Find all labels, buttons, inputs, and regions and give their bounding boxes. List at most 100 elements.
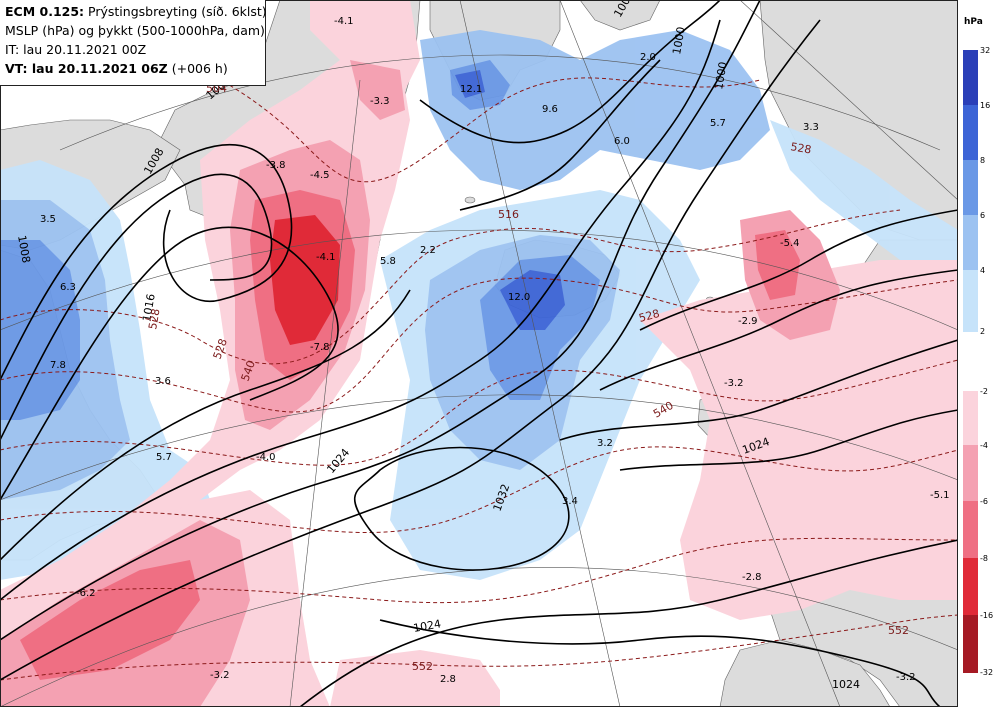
forecast-hour: (+006 h) [171, 61, 228, 76]
tendency-label: 3.6 [155, 376, 171, 387]
tendency-label: 3.4 [562, 496, 578, 507]
legend-unit: hPa [964, 17, 983, 27]
tendency-label: -4.1 [316, 252, 336, 263]
field-name: Prýstingsbreyting (síð. 6klst) [88, 4, 267, 19]
tendency-label: 5.8 [380, 256, 396, 267]
tendency-label: -3.8 [266, 160, 286, 171]
fall-area-europe [640, 260, 958, 620]
isobar-label: 1000 [712, 61, 730, 91]
isobar-8 [299, 539, 958, 707]
tendency-label: 2.0 [640, 52, 656, 63]
legend-tick: 4 [980, 266, 986, 275]
jan-mayen-land [464, 196, 476, 204]
legend-tick: 8 [980, 156, 986, 165]
thickness-line-1 [0, 209, 901, 365]
thickness-label: 540 [651, 399, 676, 421]
isobar-14 [419, 0, 721, 144]
tendency-label: 3.5 [40, 214, 56, 225]
isobar-label: 1024 [324, 446, 352, 476]
tendency-label: 12.1 [460, 84, 482, 95]
tendency-label: -4.0 [256, 452, 276, 463]
isobar-2 [0, 173, 273, 441]
legend-tick: -2 [980, 387, 988, 396]
isobar-label: 1024 [412, 617, 442, 635]
thickness-label: 528 [637, 307, 661, 325]
thickness-label: 552 [888, 624, 909, 637]
initial-time: IT: lau 20.11.2021 00Z [5, 42, 147, 57]
franz-land [579, 0, 661, 31]
legend-swatch-positive [963, 50, 978, 105]
thickness-line-2 [0, 277, 958, 413]
thickness-line-3 [0, 359, 958, 466]
isobars [0, 0, 958, 707]
rise-area-west-core [0, 240, 80, 420]
latitude-line-2 [0, 229, 958, 331]
isobar-label: 1008 [15, 234, 33, 264]
fall-area-norway-core [755, 230, 800, 300]
isobar-10 [599, 269, 958, 391]
isobar-label: 1024 [832, 678, 860, 691]
isobar-1 [0, 144, 293, 381]
legend-tick: -16 [980, 611, 994, 620]
legend-swatch-negative [963, 501, 978, 558]
legend-swatch-negative [963, 558, 978, 615]
meridian-line-3 [559, 0, 841, 707]
graticule [0, 0, 958, 707]
tendency-label: 5.7 [710, 118, 726, 129]
legend-swatch-negative [963, 615, 978, 673]
isobar-15 [459, 59, 661, 211]
tendency-label: -5.4 [780, 238, 800, 249]
thickness-label: 516 [498, 208, 519, 221]
tendency-label: 2.8 [440, 674, 456, 685]
tendency-label: -3.2 [896, 672, 916, 683]
legend-swatch-positive [963, 160, 978, 215]
fall-area-arctic-core [350, 60, 405, 120]
latitude-line-3 [0, 394, 958, 501]
thickness-contours [0, 39, 958, 681]
isobar-5 [0, 19, 721, 601]
title-line: ECM 0.125: Prýstingsbreyting (síð. 6klst… [5, 2, 267, 21]
rise-area-max [500, 270, 565, 330]
legend-tick: -6 [980, 497, 988, 506]
tendency-label: -2.8 [742, 572, 762, 583]
isobar-7 [0, 19, 821, 681]
meridian-line-1 [289, 79, 361, 707]
tendency-label: -3.2 [210, 670, 230, 681]
tendency-label: -5.1 [930, 490, 950, 501]
tendency-label: 9.6 [542, 104, 558, 115]
legend-tick: -32 [980, 668, 994, 677]
tendency-label: -4.1 [334, 16, 354, 27]
thickness-label: 552 [412, 660, 433, 673]
tendency-label: 5.7 [156, 452, 172, 463]
isobar-9 [559, 339, 958, 441]
valid-time-line: VT: lau 20.11.2021 06Z (+006 h) [5, 59, 260, 78]
legend-swatch-positive [963, 270, 978, 332]
tendency-label: -4.5 [310, 170, 330, 181]
tendency-label: 12.0 [508, 292, 530, 303]
thickness-label: 528 [789, 140, 812, 156]
isobar-12 [619, 409, 958, 471]
isobar-13 [379, 619, 941, 707]
model-name: ECM 0.125: [5, 4, 85, 19]
legend-swatch-positive [963, 105, 978, 160]
tendency-label: 2.2 [420, 245, 436, 256]
isobar-11 [639, 209, 958, 331]
iberia-land [719, 639, 891, 707]
tendency-positive [0, 30, 958, 580]
thickness-line-7 [119, 39, 761, 183]
thickness-label: 528 [146, 308, 162, 331]
isobar-high-ring [354, 446, 570, 571]
isobar-4 [0, 289, 411, 561]
tendency-label: -6.2 [76, 588, 96, 599]
weather-map: -4.1 -3.3 -3.8 -4.5 -4.1 -7.8 3.5 6.3 7.… [0, 0, 958, 707]
legend-tick: 16 [980, 101, 991, 110]
isobar-label: 1000 [670, 26, 688, 56]
legend-swatch-negative [963, 445, 978, 501]
tendency-label: 6.3 [60, 282, 76, 293]
rise-area-ne [770, 120, 958, 280]
isobar-label: 1016 [140, 293, 158, 323]
thickness-line-5 [0, 537, 958, 604]
legend-swatch-negative [963, 391, 978, 445]
isobar-3 [0, 226, 339, 501]
tendency-label: 6.0 [614, 136, 630, 147]
